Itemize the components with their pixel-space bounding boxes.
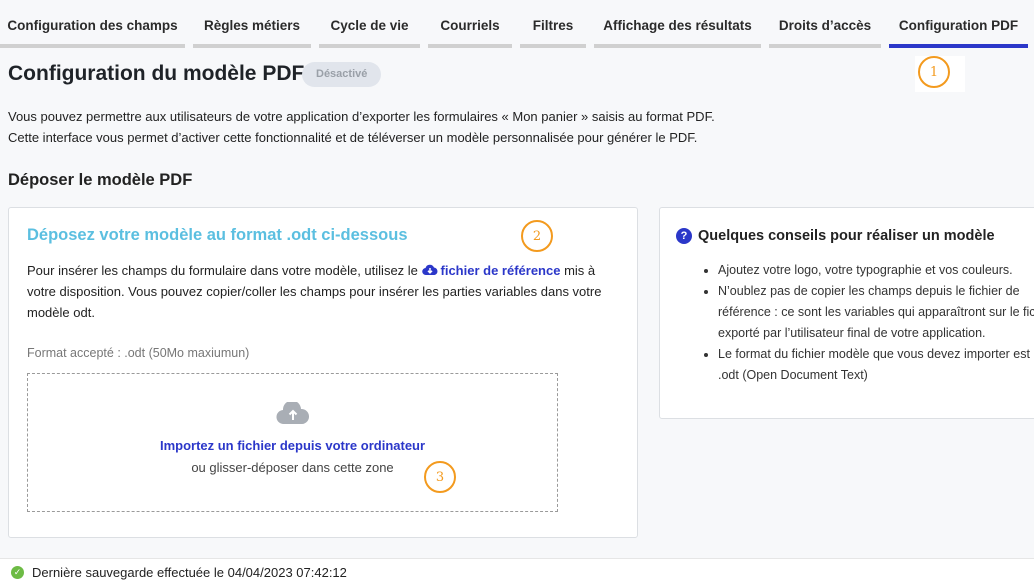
tab-configuration-des-champs[interactable]: Configuration des champs <box>0 0 185 48</box>
tips-title: ? Quelques conseils pour réaliser un modè… <box>676 228 995 244</box>
annotation-marker-2: 2 <box>521 220 553 252</box>
upload-instructions: Pour insérer les champs du formulaire da… <box>27 260 627 323</box>
tab-affichage-des-resultats[interactable]: Affichage des résultats <box>594 0 761 48</box>
intro-line: Vous pouvez permettre aux utilisateurs d… <box>8 109 715 124</box>
help-icon: ? <box>676 228 692 244</box>
instructions-text: mis à votre disposition. Vous pouvez cop… <box>27 263 602 320</box>
reference-file-link[interactable]: fichier de référence <box>421 263 561 278</box>
upload-card-title: Déposez votre modèle au format .odt ci-d… <box>27 226 408 244</box>
list-item: N’oublez pas de copier les champs depuis… <box>718 281 1034 344</box>
last-save-text: Dernière sauvegarde effectuée le 04/04/2… <box>32 565 347 580</box>
reference-link-label: fichier de référence <box>440 263 561 278</box>
check-circle-icon: ✓ <box>11 566 24 579</box>
tab-filtres[interactable]: Filtres <box>520 0 586 48</box>
tips-title-text: Quelques conseils pour réaliser un modèl… <box>698 228 995 244</box>
drag-drop-hint: ou glisser-déposer dans cette zone <box>191 460 394 475</box>
tab-configuration-pdf[interactable]: Configuration PDF <box>889 0 1028 48</box>
format-hint: Format accepté : .odt (50Mo maxiumun) <box>27 346 250 360</box>
tips-list: Ajoutez votre logo, votre typographie et… <box>698 260 1034 386</box>
intro-line: Cette interface vous permet d’activer ce… <box>8 130 698 145</box>
section-title: Déposer le modèle PDF <box>8 171 193 189</box>
tips-card: ? Quelques conseils pour réaliser un modè… <box>659 207 1034 419</box>
list-item: Ajoutez votre logo, votre typographie et… <box>718 260 1034 281</box>
annotation-marker-3: 3 <box>424 461 456 493</box>
tab-droits-acces[interactable]: Droits d’accès <box>769 0 881 48</box>
upload-card: Déposez votre modèle au format .odt ci-d… <box>8 207 638 538</box>
file-dropzone[interactable]: Importez un fichier depuis votre ordinat… <box>27 373 558 512</box>
intro-text: Vous pouvez permettre aux utilisateurs d… <box>8 106 715 148</box>
tab-cycle-de-vie[interactable]: Cycle de vie <box>319 0 420 48</box>
cloud-download-icon <box>421 264 438 276</box>
list-item: Le format du fichier modèle que vous dev… <box>718 344 1034 386</box>
page-title: Configuration du modèle PDF <box>8 62 305 85</box>
annotation-marker-1: 1 <box>918 56 950 88</box>
tab-regles-metiers[interactable]: Règles métiers <box>193 0 311 48</box>
cloud-upload-icon <box>276 402 309 425</box>
status-badge: Désactivé <box>302 62 382 87</box>
import-file-link[interactable]: Importez un fichier depuis votre ordinat… <box>159 438 426 453</box>
instructions-text: Pour insérer les champs du formulaire da… <box>27 263 422 278</box>
tab-courriels[interactable]: Courriels <box>428 0 512 48</box>
status-footer: ✓ Dernière sauvegarde effectuée le 04/04… <box>0 558 1034 587</box>
